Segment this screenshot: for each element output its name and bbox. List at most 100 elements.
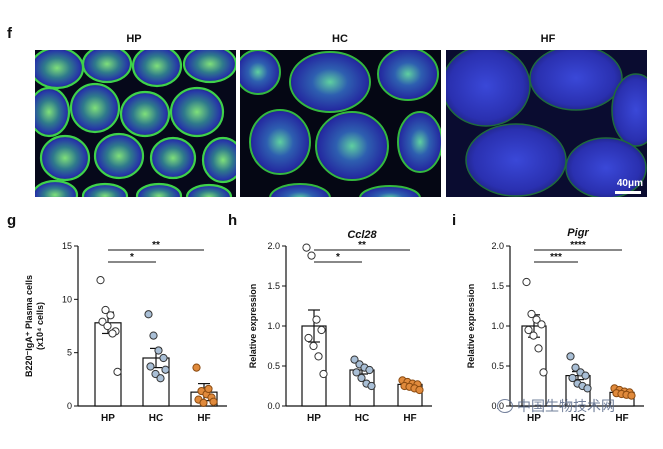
chart-i-xtick-hf: HF xyxy=(615,413,628,424)
chart-i-point-hp xyxy=(529,331,538,340)
chart-h-svg: Ccl28 0.0 0.5 1.0 1.5 2.0 Relative expression H… xyxy=(248,229,432,424)
chart-g-point-hp xyxy=(101,305,110,315)
panel-letter-i: i xyxy=(452,212,457,229)
micrograph-hc-image xyxy=(240,50,441,197)
chart-g-point-hc xyxy=(154,346,163,355)
watermark-text: 中国生物技术网 xyxy=(517,398,615,414)
panel-letter-f: f xyxy=(7,25,12,42)
chart-i-point-hp xyxy=(522,277,531,287)
chart-i-point-hc xyxy=(566,352,575,361)
chart-g-point-hp xyxy=(108,329,117,338)
micrograph-hp-image xyxy=(35,50,236,197)
panel-letter-h: h xyxy=(228,212,238,229)
chart-i-ytick-label: 2.0 xyxy=(491,241,504,251)
chart-i-sig-label: *** xyxy=(550,252,562,263)
chart-h-point-hp xyxy=(302,243,311,252)
chart-h-xtick-hf: HF xyxy=(403,413,416,424)
chart-g-ylabel-unit: (x10⁴ cells) xyxy=(35,302,45,350)
chart-g-ylabel: B220⁻IgA⁺ Plasma cells xyxy=(24,275,34,377)
chart-h: Ccl28 0.0 0.5 1.0 1.5 2.0 Relative expression H… xyxy=(224,222,444,432)
chart-i-xtick-hp: HP xyxy=(527,413,541,424)
chart-g-point-hc xyxy=(159,353,168,363)
chart-h-point-hc xyxy=(365,365,374,375)
chart-g-point-hf xyxy=(199,398,208,407)
panel-letter-g: g xyxy=(7,212,17,229)
chart-g-xtick-hf: HF xyxy=(197,413,210,424)
chart-g-point-hf xyxy=(204,384,213,394)
chart-g-bar-hp xyxy=(94,322,122,407)
chart-h-point-hp xyxy=(304,333,313,343)
chart-h-ylabel: Relative expression xyxy=(248,284,258,369)
chart-g-point-hf xyxy=(209,397,218,406)
chart-h-ytick-label: 0.5 xyxy=(267,361,280,371)
chart-g-sig-label: ** xyxy=(152,240,160,251)
micrograph-title-hp: HP xyxy=(126,33,142,45)
chart-g-sig-label: * xyxy=(130,252,134,263)
chart-h-point-hp xyxy=(317,325,326,335)
chart-g-ytick-label: 15 xyxy=(62,241,72,251)
chart-h-ytick-label: 0.0 xyxy=(267,401,280,411)
chart-h-sig-label: ** xyxy=(358,240,366,251)
chart-h-point-hp xyxy=(314,352,323,361)
chart-i-ytick-label: 0.5 xyxy=(491,361,504,371)
chart-h-point-hp xyxy=(307,251,316,260)
chart-i-xtick-hc: HC xyxy=(571,413,585,424)
chart-g-point-hp xyxy=(106,311,115,320)
chart-g-ytick-label: 5 xyxy=(67,348,72,358)
watermark: 中国生物技术网 xyxy=(497,396,615,416)
chart-g-svg: 0 5 10 15 B220⁻IgA⁺ Plasma cells (x10⁴ cells)… xyxy=(24,240,227,424)
chart-i-point-hc xyxy=(583,384,592,393)
chart-g-point-hc xyxy=(146,362,155,371)
chart-h-ytick-label: 1.0 xyxy=(267,321,280,331)
chart-i-point-hp xyxy=(534,344,543,353)
chart-i-point-hp xyxy=(527,309,536,319)
chart-i-ylabel: Relative expression xyxy=(466,284,476,369)
chart-h-ytick-label: 2.0 xyxy=(267,241,280,251)
chart-i-point-hc xyxy=(581,371,590,380)
micrograph-hc xyxy=(240,50,441,197)
scale-bar-label: 40μm xyxy=(616,178,643,189)
micrograph-hf-image xyxy=(446,50,647,197)
chart-g-point-hf xyxy=(192,363,201,372)
chart-h-title: Ccl28 xyxy=(347,229,377,241)
watermark-logo-icon xyxy=(497,399,513,413)
micrograph-hf: 40μm xyxy=(446,50,647,197)
chart-h-point-hc xyxy=(352,368,361,377)
chart-i-ytick-label: 1.0 xyxy=(491,321,504,331)
chart-i-ytick-label: 1.5 xyxy=(491,281,504,291)
chart-g-point-hc xyxy=(161,365,170,374)
chart-g-ytick-label: 10 xyxy=(62,294,72,304)
chart-i-title: Pigr xyxy=(567,227,589,239)
chart-g-ytick-label: 0 xyxy=(67,401,72,411)
chart-i-sig-label: **** xyxy=(570,240,586,251)
chart-i-point-hp xyxy=(524,325,533,335)
chart-h-point-hc xyxy=(367,381,376,391)
chart-g-point-hc xyxy=(144,310,153,319)
chart-h-xtick-hp: HP xyxy=(307,413,321,424)
micrograph-title-hf: HF xyxy=(540,33,556,45)
chart-i-point-hp xyxy=(539,368,548,377)
chart-h-point-hf xyxy=(415,385,424,395)
chart-g-point-hc xyxy=(149,331,158,340)
chart-g-point-hp xyxy=(96,276,105,285)
chart-g-point-hp xyxy=(113,367,122,376)
chart-h-point-hp xyxy=(312,315,321,324)
chart-i-point-hc xyxy=(568,373,577,383)
chart-g: 0 5 10 15 B220⁻IgA⁺ Plasma cells (x10⁴ cells)… xyxy=(0,222,227,432)
chart-i-point-hf xyxy=(627,391,636,400)
chart-h-point-hc xyxy=(350,355,359,364)
micrograph-title-hc: HC xyxy=(332,33,348,45)
chart-h-point-hp xyxy=(319,369,328,379)
chart-h-point-hc xyxy=(357,373,366,383)
chart-h-sig-label: * xyxy=(336,252,340,263)
chart-h-point-hp xyxy=(309,341,318,351)
scale-bar xyxy=(615,191,641,194)
chart-g-point-hc xyxy=(156,374,165,383)
chart-i-point-hc xyxy=(571,363,580,372)
chart-g-xtick-hc: HC xyxy=(149,413,163,424)
chart-h-ytick-label: 1.5 xyxy=(267,281,280,291)
chart-i-point-hp xyxy=(532,315,541,324)
micrograph-hp xyxy=(35,50,236,197)
chart-g-point-hp xyxy=(103,321,112,331)
chart-g-xtick-hp: HP xyxy=(101,413,115,424)
